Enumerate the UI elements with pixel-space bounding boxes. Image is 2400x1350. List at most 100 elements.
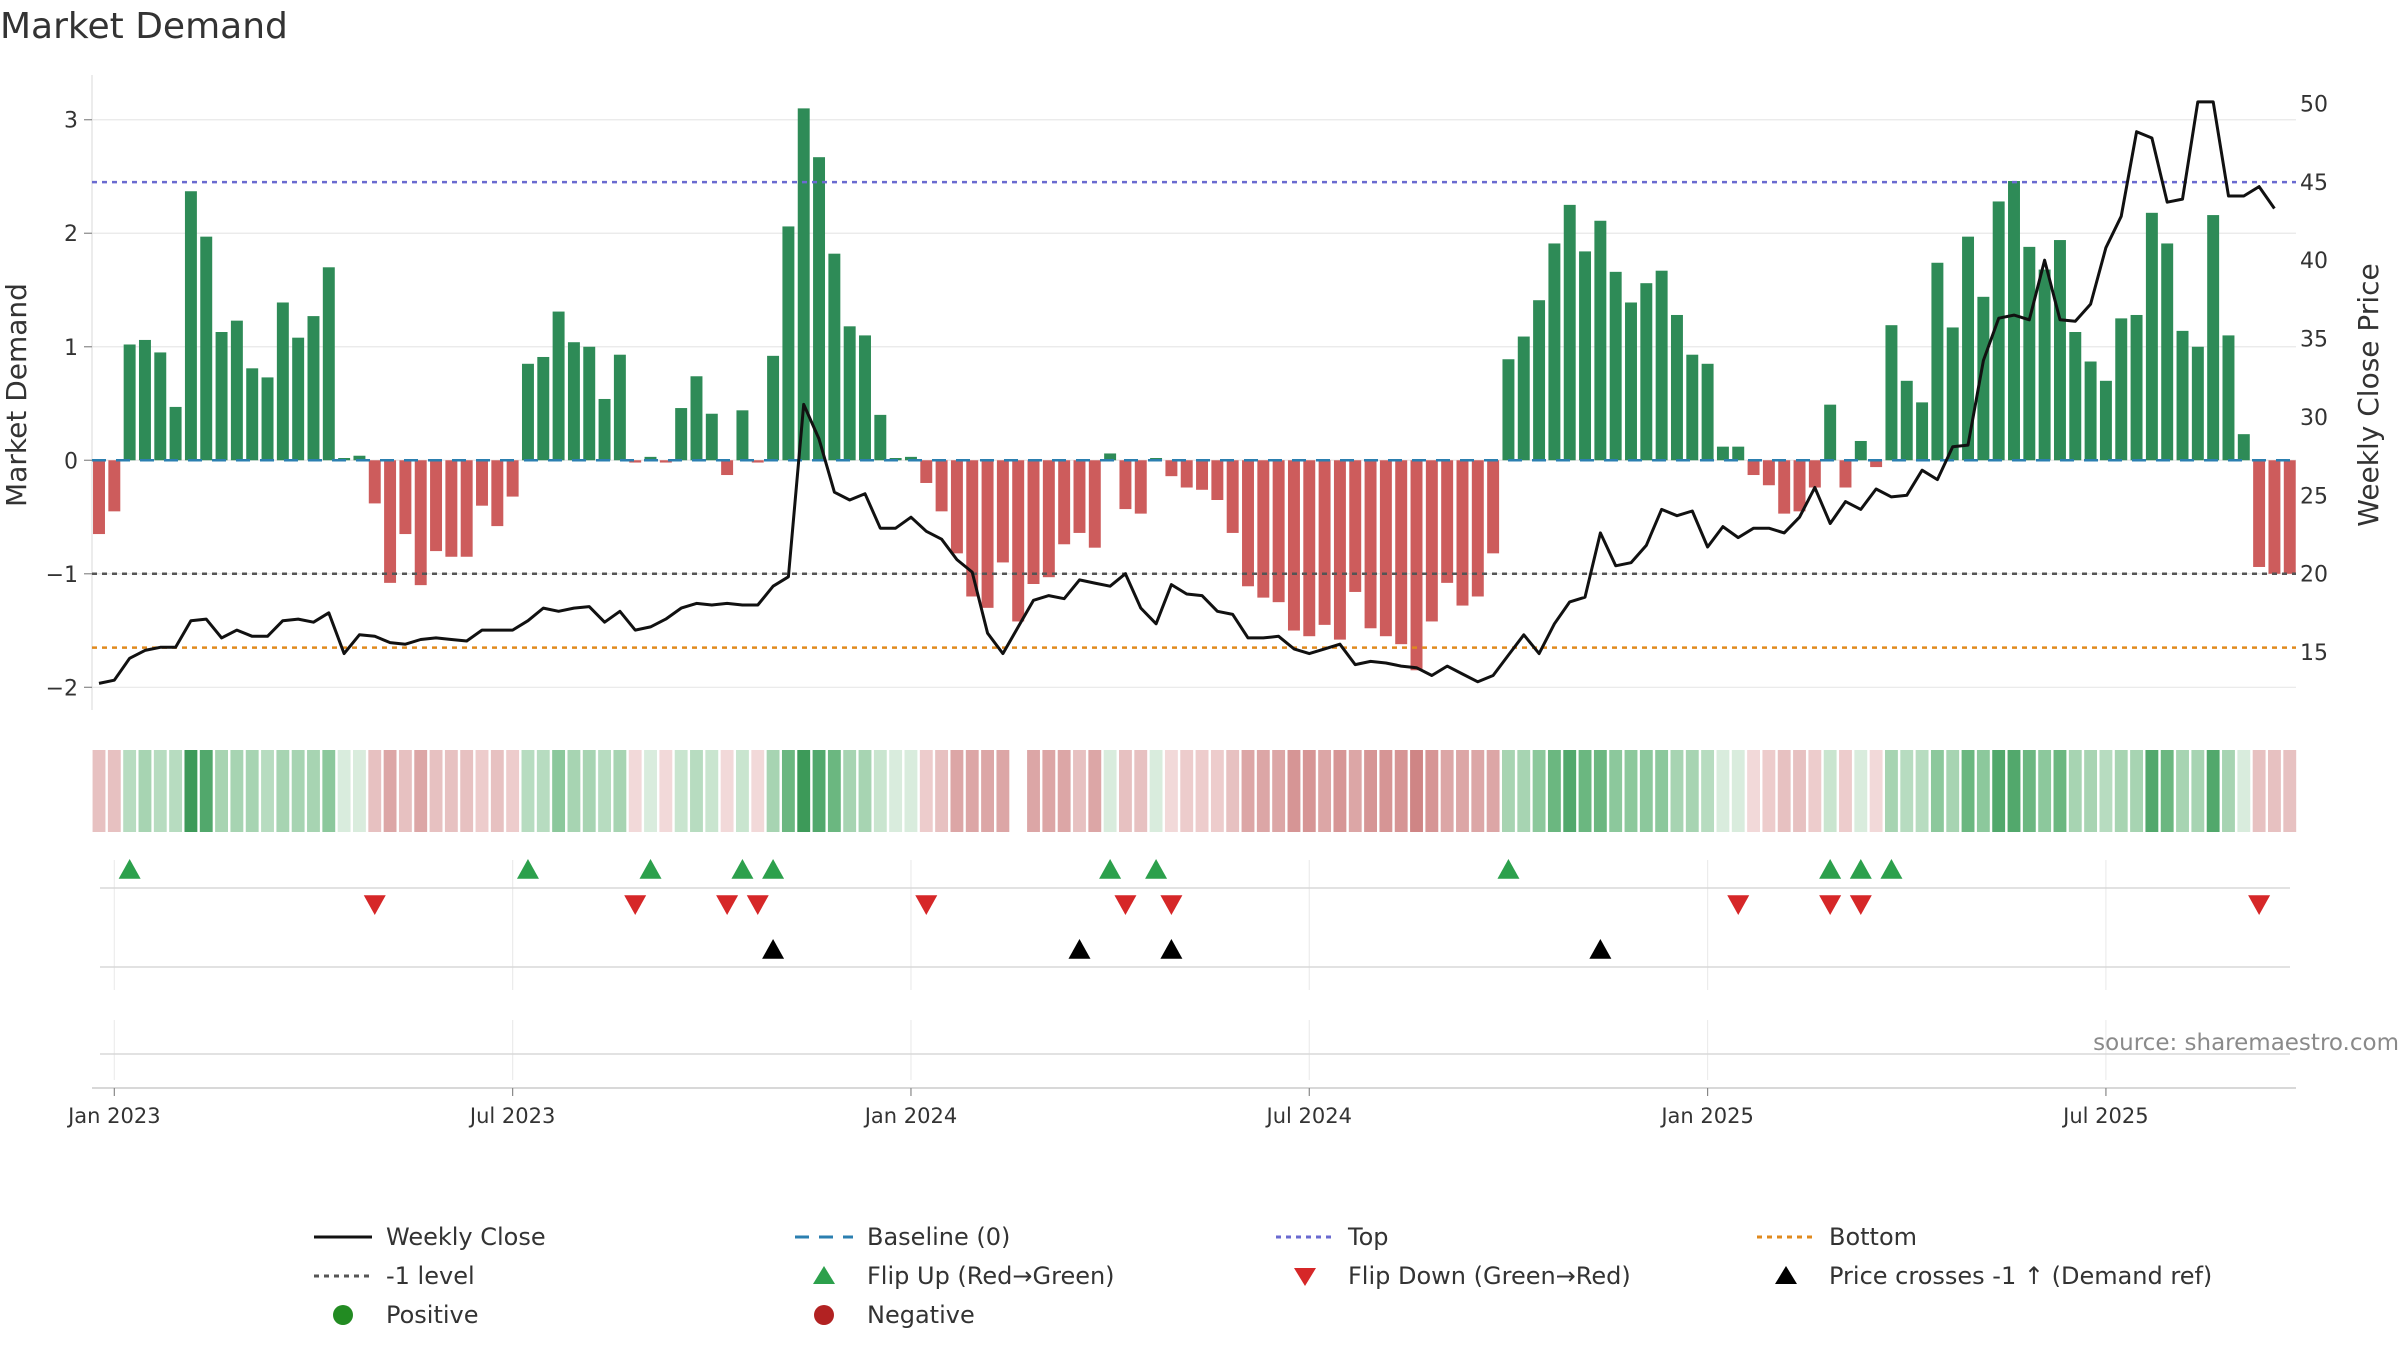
color-band-cell (1456, 750, 1469, 832)
color-band-cell (1701, 750, 1715, 832)
color-band-cell (1088, 750, 1102, 832)
color-band-cell (1747, 750, 1760, 832)
demand-bar (123, 344, 136, 461)
y-tick-label: −1 (46, 563, 78, 588)
legend-swatch (813, 1266, 835, 1284)
color-band-cell (1961, 750, 1975, 832)
color-band-cell (812, 750, 826, 832)
color-band-cell (199, 750, 213, 832)
demand-bar (537, 356, 550, 461)
demand-bar (675, 408, 688, 461)
color-band-cell (1272, 750, 1286, 832)
color-band-cell (429, 750, 443, 832)
demand-bar (1104, 453, 1117, 461)
color-band-cell (276, 750, 290, 832)
demand-bar (1808, 460, 1821, 488)
demand-bar (445, 460, 458, 557)
demand-bar (200, 236, 213, 461)
demand-bar (1196, 460, 1209, 490)
demand-bar (2053, 240, 2066, 461)
flip-down-marker (363, 895, 386, 915)
color-band-cell (1379, 750, 1393, 832)
color-band-cell (1011, 750, 1025, 832)
color-band-cell (889, 750, 903, 832)
price-cross-marker (1589, 939, 1612, 959)
color-band-cell (1164, 750, 1178, 832)
demand-bar (1579, 251, 1592, 461)
color-band-cell (2068, 750, 2082, 832)
x-tick-label: Jul 2024 (1265, 1104, 1352, 1128)
demand-bar (1931, 262, 1944, 461)
demand-bar (1165, 460, 1178, 477)
color-band-cell (919, 750, 933, 832)
color-band-cell (935, 750, 949, 832)
color-band-cell (674, 750, 688, 832)
demand-bar (1962, 236, 1975, 461)
legend-label: Flip Down (Green→Red) (1348, 1262, 1631, 1290)
flip-up-marker (1497, 859, 1520, 879)
color-band-cell (1256, 750, 1270, 832)
demand-bar (736, 410, 749, 461)
price-cross-marker (1160, 939, 1183, 959)
color-band-cell (766, 750, 780, 832)
y2-tick-label: 25 (2300, 484, 2328, 509)
color-band-cell (444, 750, 458, 832)
demand-bar (690, 376, 703, 461)
flip-down-marker (624, 895, 647, 915)
y-axis-label: Market Demand (0, 283, 33, 507)
demand-bar (108, 460, 121, 512)
demand-bar (2176, 330, 2189, 461)
color-band-cell (598, 750, 611, 832)
color-band-cell (2252, 750, 2266, 832)
color-band-cell (2084, 750, 2098, 832)
color-band-cell (613, 750, 627, 832)
color-band-cell (291, 750, 305, 832)
demand-bar (659, 460, 672, 463)
demand-bar (1502, 359, 1515, 461)
color-band-cell (2130, 750, 2143, 832)
demand-bar (797, 108, 810, 461)
flip-down-marker (1160, 895, 1183, 915)
y2-tick-label: 30 (2300, 406, 2328, 431)
demand-bar (1716, 446, 1729, 461)
color-band-cell (1685, 750, 1699, 832)
demand-bar (215, 332, 228, 461)
demand-bar (138, 339, 151, 461)
color-band-cell (322, 750, 336, 832)
flip-down-marker (1727, 895, 1750, 915)
demand-bar (1364, 460, 1377, 629)
color-band-cell (950, 750, 964, 832)
y2-tick-label: 45 (2300, 171, 2328, 196)
legend-item: Flip Down (Green→Red) (1294, 1262, 1631, 1290)
color-band-cell (1195, 750, 1209, 832)
demand-bar (1318, 460, 1331, 625)
demand-bar (1609, 271, 1622, 461)
demand-bar (1594, 220, 1607, 461)
color-band-cell (1410, 750, 1423, 832)
demand-bar (1533, 300, 1546, 461)
color-band-cell (1440, 750, 1454, 832)
demand-bar (1027, 460, 1040, 584)
color-band-cell (1609, 750, 1623, 832)
legend-item: Negative (814, 1301, 975, 1329)
demand-bar (1379, 460, 1392, 637)
demand-bar (307, 316, 320, 461)
demand-bar (353, 455, 366, 461)
legend-swatch (333, 1305, 353, 1325)
color-band-cell (1333, 750, 1347, 832)
color-band-cell (368, 750, 382, 832)
flip-up-marker (731, 859, 754, 879)
color-band-cell (1532, 750, 1546, 832)
y-tick-label: 3 (64, 109, 78, 134)
demand-bar (1088, 460, 1101, 548)
demand-bar (2084, 361, 2097, 461)
demand-bar (1548, 243, 1561, 461)
demand-bar (1992, 201, 2005, 461)
color-band-cell (490, 750, 504, 832)
demand-bar (1410, 460, 1423, 671)
legend-item: Bottom (1757, 1223, 1917, 1251)
demand-bar (1824, 404, 1837, 461)
demand-bar (950, 460, 963, 554)
demand-bar (859, 335, 871, 461)
